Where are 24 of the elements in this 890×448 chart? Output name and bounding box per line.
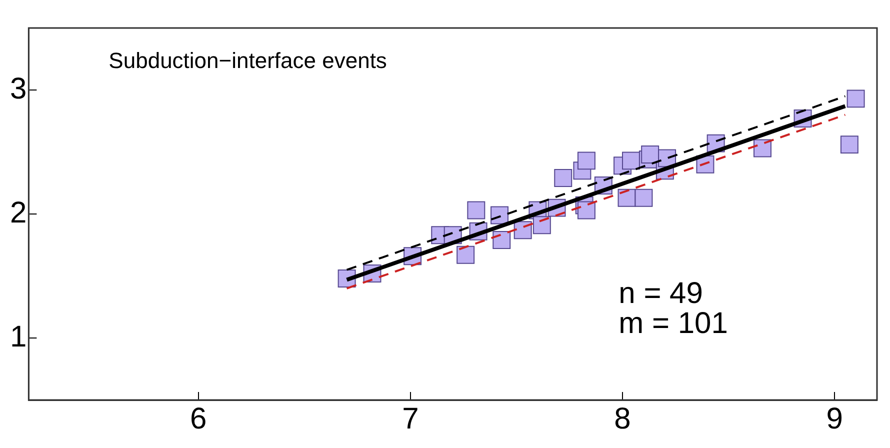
point bbox=[846, 90, 865, 108]
point bbox=[456, 246, 475, 264]
point bbox=[514, 221, 532, 240]
point bbox=[753, 139, 772, 158]
point bbox=[622, 152, 640, 170]
point bbox=[532, 216, 551, 234]
point bbox=[641, 145, 660, 164]
annotation: m = 101 bbox=[618, 307, 728, 340]
point bbox=[467, 201, 486, 220]
y-tick-label: 1 bbox=[10, 320, 27, 354]
x-tick-label: 6 bbox=[190, 402, 207, 436]
point bbox=[554, 169, 572, 188]
annotation: Subduction−interface events bbox=[108, 48, 387, 73]
point bbox=[634, 188, 653, 207]
point bbox=[840, 136, 858, 154]
point bbox=[492, 231, 511, 250]
annotation: n = 49 bbox=[618, 277, 703, 310]
y-tick-label: 3 bbox=[10, 72, 27, 106]
y-tick-label: 2 bbox=[10, 196, 27, 230]
x-tick-label: 8 bbox=[614, 402, 631, 436]
point bbox=[577, 152, 596, 170]
point bbox=[577, 201, 596, 220]
x-tick-label: 7 bbox=[402, 402, 419, 436]
x-tick-label: 9 bbox=[826, 402, 843, 436]
